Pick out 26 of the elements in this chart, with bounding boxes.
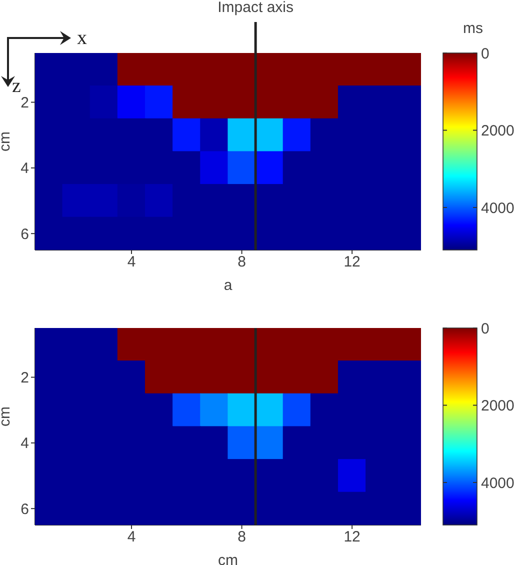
color-bar-label: 4000 bbox=[481, 200, 514, 217]
color-bar-title: ms bbox=[463, 20, 483, 37]
x-axis-title: a bbox=[224, 277, 233, 294]
color-bar-label: 0 bbox=[481, 45, 490, 62]
y-tick-label: 2 bbox=[20, 94, 29, 112]
x-tick-label: 12 bbox=[344, 254, 360, 271]
color-bar-label: 0 bbox=[481, 320, 490, 338]
y-tick-label: 4 bbox=[20, 435, 29, 452]
x-tick-label: 4 bbox=[127, 528, 136, 546]
y-tick-label: 4 bbox=[20, 160, 29, 178]
text: z bbox=[12, 75, 21, 97]
y-tick-label: 2 bbox=[20, 370, 29, 387]
ref-line-label: Impact axis bbox=[218, 0, 294, 16]
color-bar-label: 4000 bbox=[481, 474, 514, 492]
x-tick-label: 8 bbox=[238, 528, 246, 546]
text: x bbox=[77, 27, 87, 49]
x-tick-label: 8 bbox=[238, 254, 246, 271]
y-tick-label: 6 bbox=[20, 226, 29, 243]
y-tick-label: 6 bbox=[20, 500, 29, 518]
x-tick-label: 4 bbox=[127, 254, 136, 271]
x-axis-title: cm bbox=[218, 552, 238, 565]
color-bar-label: 2000 bbox=[481, 398, 514, 415]
y-axis-title: cm bbox=[0, 406, 14, 426]
color-bar-label: 2000 bbox=[481, 122, 514, 140]
y-axis-title: cm bbox=[0, 132, 14, 152]
x-tick-label: 12 bbox=[344, 528, 360, 546]
